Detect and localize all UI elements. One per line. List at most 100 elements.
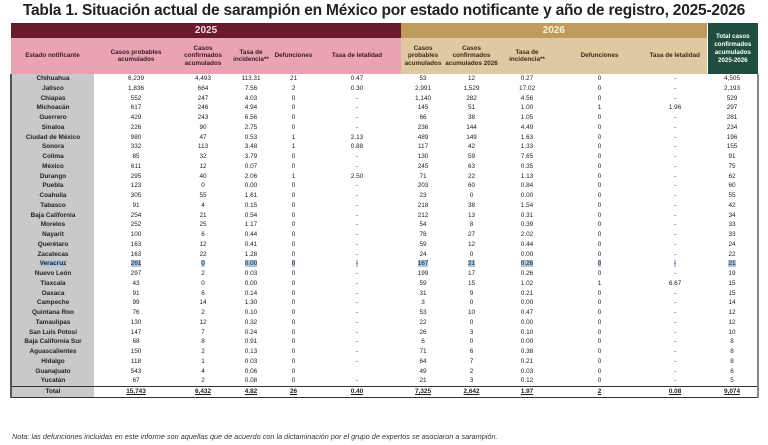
2025-probable-value: 163 [130, 250, 142, 258]
state-cell: Aguascalientes [10, 347, 94, 357]
2026-confirmed-cell: 0 [445, 298, 498, 308]
2026-fatality-cell: - [643, 84, 707, 94]
table-row: México 611 12 0.07 0 - 245 63 0.35 0 - 75 [10, 161, 760, 172]
2025-fatality-value: - [355, 377, 359, 385]
2025-fatality-value: 0.40 [350, 388, 364, 395]
2026-confirmed-cell: 15 [445, 279, 498, 289]
2025-fatality-cell: - [313, 94, 401, 104]
2026-fatality-cell: - [643, 347, 707, 357]
2026-incidence-value: 17.02 [519, 84, 536, 92]
2026-deaths-value: 0 [597, 172, 602, 180]
2025-probable-cell: 611 [94, 162, 178, 172]
state-cell: San Luis Potosí [10, 327, 94, 338]
total-confirmed-cell: 10 [707, 327, 760, 338]
2025-incidence-value: 1.61 [244, 192, 258, 199]
2025-fatality-value: - [355, 221, 359, 229]
table-row: Querétaro 163 12 0.41 0 - 59 12 0.44 0 - 24 [10, 239, 760, 250]
2026-confirmed-cell: 6 [445, 347, 498, 357]
state-cell: Querétaro [10, 239, 94, 250]
2026-fatality-cell: - [643, 250, 707, 260]
2026-deaths-cell: 0 [556, 240, 643, 250]
2026-incidence-cell: 0.21 [498, 289, 556, 299]
2026-confirmed-value: 3 [469, 328, 474, 336]
2025-probable-cell: 295 [94, 172, 178, 182]
2026-incidence-cell: 1.00 [498, 103, 556, 113]
state-value: Colima [42, 153, 64, 160]
total-confirmed-cell: 281 [707, 113, 760, 123]
2026-deaths-cell: 1 [556, 103, 643, 113]
state-cell: Durango [10, 171, 94, 182]
2026-incidence-value: 1.97 [520, 388, 534, 395]
2026-deaths-value: 0 [597, 299, 602, 307]
state-cell: Campeche [10, 298, 94, 308]
2026-probable-cell: 489 [401, 133, 445, 143]
2025-incidence-value: 0.15 [244, 201, 258, 209]
state-cell: Sinaloa [10, 122, 94, 133]
2025-incidence-cell: 0.91 [228, 337, 274, 347]
2026-deaths-value: 0 [597, 231, 602, 238]
2026-deaths-value: 0 [597, 84, 602, 92]
2026-probable-cell: 2,991 [401, 84, 445, 94]
2026-probable-cell: 59 [401, 240, 445, 250]
2025-probable-cell: 305 [94, 191, 178, 201]
2026-deaths-cell: 1 [556, 279, 643, 289]
footnote: Nota: las defunciones incluidas en este … [12, 432, 498, 441]
2026-confirmed-value: 63 [467, 162, 476, 170]
2026-fatality-value: - [673, 211, 677, 219]
2026-probable-cell: 212 [401, 211, 445, 221]
2026-confirmed-cell: 0 [445, 337, 498, 347]
2026-fatality-value: - [673, 143, 677, 151]
2025-probable-value: 261 [130, 260, 142, 268]
total-confirmed-cell: 297 [707, 103, 760, 113]
state-cell: Tamaulipas [10, 317, 94, 328]
2025-fatality-value: - [355, 270, 359, 277]
2025-confirmed-cell: 4,493 [178, 74, 228, 84]
2026-deaths-cell: 0 [556, 152, 643, 162]
2025-fatality-cell: 2.13 [313, 133, 401, 143]
2026-probable-cell: 22 [401, 318, 445, 328]
2025-probable-cell: 100 [94, 230, 178, 240]
2025-incidence-value: 0.00 [244, 260, 258, 268]
state-cell: México [10, 161, 94, 172]
state-value: Morelos [40, 221, 66, 229]
2025-incidence-cell: 4.82 [228, 386, 274, 398]
2026-probable-cell: 145 [401, 103, 445, 113]
state-cell: Tabasco [10, 200, 94, 211]
total-confirmed-cell: 529 [707, 93, 760, 104]
2026-probable-cell: 130 [401, 152, 445, 162]
2026-confirmed-value: 9 [469, 289, 474, 297]
state-cell: Zacatecas [10, 249, 94, 260]
2025-probable-cell: 254 [94, 211, 178, 221]
2025-incidence-cell: 1.28 [228, 250, 274, 260]
2026-deaths-value: 0 [597, 250, 602, 258]
2025-fatality-cell [313, 367, 401, 377]
2025-confirmed-cell: 2 [178, 308, 228, 318]
2026-incidence-value: 0.26 [520, 260, 534, 268]
2025-confirmed-cell: 55 [178, 191, 228, 201]
2026-probable-value: 59 [419, 240, 427, 248]
2025-confirmed-cell: 4 [178, 367, 228, 377]
total-confirmed-cell: 8 [707, 356, 760, 367]
2025-deaths-cell: 0 [274, 269, 313, 279]
2025-incidence-cell: 7.56 [228, 84, 274, 94]
table-row: Baja California 254 21 0.54 0 - 212 13 0.31 0 - 34 [10, 210, 760, 221]
2026-fatality-cell: - [643, 201, 707, 211]
2026-incidence-cell: 17.02 [498, 84, 556, 94]
total-confirmed-value: 15 [728, 289, 736, 297]
total-confirmed-cell: 6 [707, 366, 760, 377]
state-value: Nayarit [42, 231, 64, 238]
table-row: Sonora 332 113 3.48 1 0.88 117 42 1.33 0 - 155 [10, 142, 760, 152]
2026-incidence-cell: 1.54 [498, 201, 556, 211]
2025-deaths-value: 0 [291, 123, 296, 131]
2025-probable-cell: 150 [94, 347, 178, 357]
2026-deaths-cell: 0 [556, 220, 643, 230]
2026-deaths-value: 0 [597, 289, 602, 297]
state-cell: Sonora [10, 142, 94, 152]
2025-deaths-value: 0 [291, 114, 296, 121]
2025-fatality-cell: - [313, 259, 401, 269]
2025-deaths-value: 0 [291, 328, 296, 336]
2026-deaths-value: 0 [597, 162, 602, 170]
header-2025-fatality-rate: Tasa de letalidad [313, 38, 402, 74]
table-row: Chiapas 552 247 4.03 0 - 1,140 282 4.56 0 - 529 [10, 93, 760, 104]
2025-fatality-value: - [355, 338, 359, 346]
